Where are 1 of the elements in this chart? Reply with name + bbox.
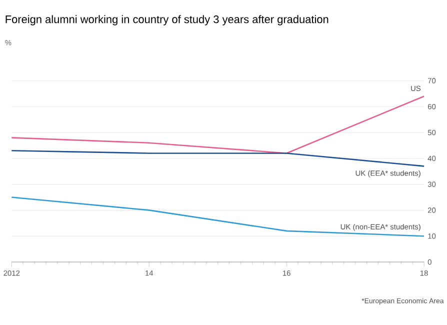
chart-title: Foreign alumni working in country of study 3 years after graduation — [6, 15, 328, 26]
